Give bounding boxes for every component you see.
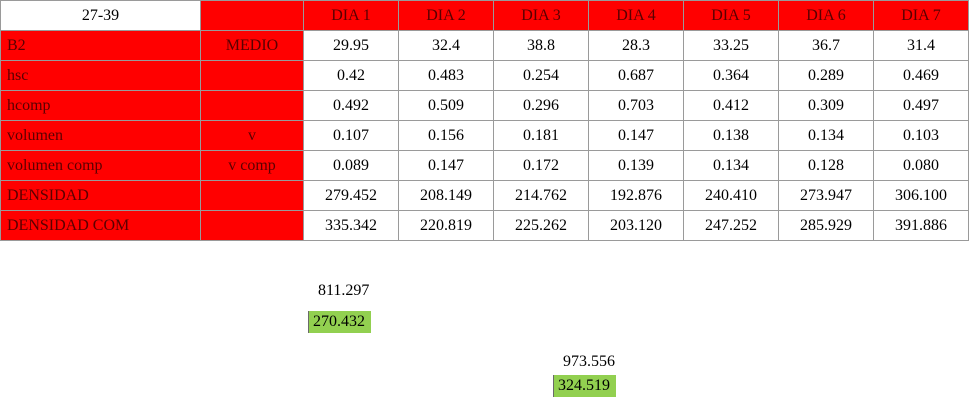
table-cell: 0.134 [683,150,779,181]
table-cell: 0.309 [778,90,874,121]
table-cell: 0.469 [873,60,969,91]
table-cell: 0.289 [778,60,874,91]
table-cell [200,0,304,31]
table-cell: 0.147 [398,150,494,181]
table-cell: 0.492 [303,90,399,121]
table-cell: 0.483 [398,60,494,91]
table-cell: 0.147 [588,120,684,151]
table-cell: 0.080 [873,150,969,181]
table-cell: 306.100 [873,180,969,211]
table-cell: 225.262 [493,210,589,241]
table-cell: 33.25 [683,30,779,61]
table-cell: 0.103 [873,120,969,151]
table-cell [200,90,304,121]
table-cell: hsc [0,60,201,91]
table-cell: v [200,120,304,151]
table-cell: DENSIDAD [0,180,201,211]
average-value: 324.519 [553,375,616,397]
table-cell: 240.410 [683,180,779,211]
table-cell: 0.107 [303,120,399,151]
table-cell: 0.497 [873,90,969,121]
table-cell: volumen comp [0,150,201,181]
table-cell: 0.254 [493,60,589,91]
table-cell: 0.134 [778,120,874,151]
table-cell: DIA 3 [493,0,589,31]
table-row: volumen comp v comp 0.089 0.147 0.172 0.139 0.… [0,150,969,181]
table-cell: DIA 2 [398,0,494,31]
table-cell: 0.364 [683,60,779,91]
table-cell: 29.95 [303,30,399,61]
table-cell: 0.42 [303,60,399,91]
table-cell: 0.089 [303,150,399,181]
table-cell: DIA 5 [683,0,779,31]
table-cell: 0.181 [493,120,589,151]
table-cell: 0.138 [683,120,779,151]
table-cell: DIA 4 [588,0,684,31]
table-cell: 208.149 [398,180,494,211]
table-cell: 0.412 [683,90,779,121]
table-cell [200,210,304,241]
table-cell: 0.296 [493,90,589,121]
table-cell [200,180,304,211]
table-cell: MEDIO [200,30,304,61]
table-cell: 32.4 [398,30,494,61]
table-cell: 391.886 [873,210,969,241]
table-row: DENSIDAD 279.452 208.149 214.762 192.876 240.… [0,180,969,211]
table-cell: 36.7 [778,30,874,61]
table-row: hcomp 0.492 0.509 0.296 0.703 0.412 0.309 0.497 [0,90,969,121]
table-row: hsc 0.42 0.483 0.254 0.687 0.364 0.289 0.469 [0,60,969,91]
table-cell: 38.8 [493,30,589,61]
table-cell: 279.452 [303,180,399,211]
average-value: 270.432 [308,311,371,333]
table-cell: 27-39 [0,0,201,31]
table-cell: 214.762 [493,180,589,211]
table-cell: 28.3 [588,30,684,61]
table-cell: 0.139 [588,150,684,181]
table-cell: 0.703 [588,90,684,121]
sum-value: 973.556 [563,353,615,370]
sum-value: 811.297 [318,282,370,299]
header-row: 27-39 DIA 1 DIA 2 DIA 3 DIA 4 DIA 5 DIA 6 DIA 7 [0,0,969,31]
table-cell: 203.120 [588,210,684,241]
table-cell: 335.342 [303,210,399,241]
table-cell: B2 [0,30,201,61]
table-cell: DIA 6 [778,0,874,31]
table-row: volumen v 0.107 0.156 0.181 0.147 0.138 0.134 0.… [0,120,969,151]
table-cell: hcomp [0,90,201,121]
table-cell: 273.947 [778,180,874,211]
table-row: DENSIDAD COM 335.342 220.819 225.262 203.120… [0,210,969,241]
table-cell: 31.4 [873,30,969,61]
table-cell: 0.687 [588,60,684,91]
table-cell: 285.929 [778,210,874,241]
table-cell: 0.156 [398,120,494,151]
table-cell: 0.172 [493,150,589,181]
table-cell: DIA 7 [873,0,969,31]
table-cell: 220.819 [398,210,494,241]
table-cell: DENSIDAD COM [0,210,201,241]
table-cell: 247.252 [683,210,779,241]
table-cell [200,60,304,91]
table-cell: 0.128 [778,150,874,181]
data-table: 27-39 DIA 1 DIA 2 DIA 3 DIA 4 DIA 5 DIA 6 DIA 7… [0,0,969,241]
table-cell: DIA 1 [303,0,399,31]
table-cell: 192.876 [588,180,684,211]
table-row: B2 MEDIO 29.95 32.4 38.8 28.3 33.25 36.7 31.4 [0,30,969,61]
table-cell: 0.509 [398,90,494,121]
table-cell: v comp [200,150,304,181]
table-cell: volumen [0,120,201,151]
